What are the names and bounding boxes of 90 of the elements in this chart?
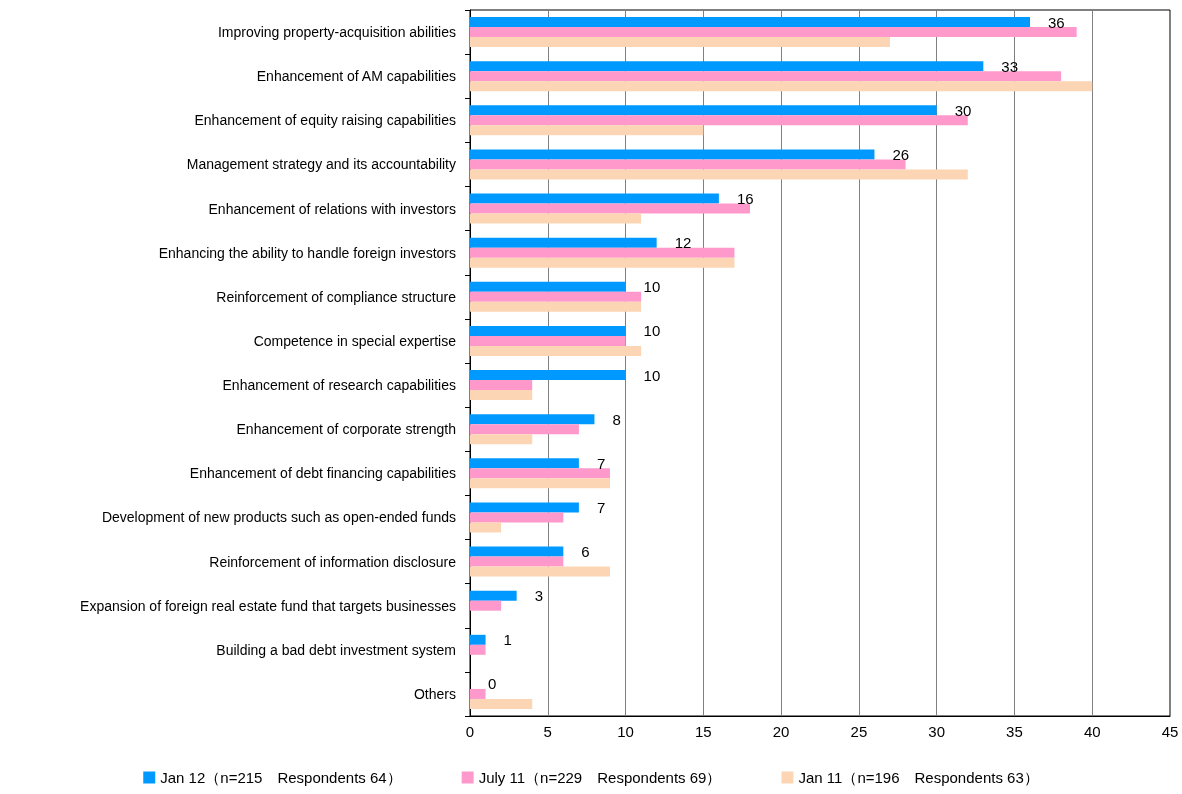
data-label: 1 [503, 631, 512, 649]
data-label: 16 [736, 190, 754, 208]
legend-label: Jan 11（n=196 Respondents 63） [798, 769, 1039, 786]
bar [470, 698, 533, 709]
x-tick-label: 30 [928, 723, 946, 740]
bar [470, 546, 564, 557]
bar [470, 335, 626, 346]
bar [470, 345, 642, 356]
bar [470, 434, 533, 445]
legend-label: July 11（n=229 Respondents 69） [478, 769, 722, 786]
bar [470, 370, 626, 381]
bar [470, 213, 642, 224]
bar [470, 556, 564, 567]
data-label: 0 [488, 675, 497, 693]
x-tick-label: 40 [1083, 723, 1101, 740]
data-label: 7 [596, 498, 606, 516]
bar [470, 600, 502, 611]
bar [470, 414, 595, 425]
y-tick-label: Enhancement of research capabilities [222, 377, 456, 394]
x-tick-label: 25 [850, 723, 868, 740]
y-tick-label: Development of new products such as open-ended funds [101, 509, 456, 526]
bar [470, 478, 610, 489]
x-tick-label: 15 [694, 723, 712, 740]
bar [470, 125, 704, 136]
bar [470, 159, 906, 170]
y-tick-label: Enhancement of debt financing capabilities [189, 465, 456, 482]
bar [470, 502, 579, 513]
x-tick-label: 0 [465, 723, 475, 740]
y-tick-label: Management strategy and its accountability [186, 156, 456, 173]
bar [470, 281, 626, 292]
y-tick-label: Others [413, 685, 456, 702]
bar [470, 149, 875, 160]
bar [470, 458, 579, 469]
y-tick-label: Enhancement of relations with investors [208, 200, 456, 217]
data-label: 3 [534, 587, 544, 605]
bar [470, 291, 642, 302]
data-label: 26 [892, 145, 910, 163]
bar [470, 380, 533, 391]
data-label: 10 [643, 278, 661, 296]
bar [470, 257, 735, 268]
data-label: 33 [1001, 57, 1019, 75]
bar [470, 237, 657, 248]
bar [470, 169, 968, 180]
bar [470, 644, 486, 655]
bar [470, 27, 1077, 38]
y-tick-label: Competence in special expertise [253, 332, 457, 349]
data-label: 10 [643, 322, 661, 340]
data-label: 30 [954, 101, 972, 119]
bar [470, 115, 968, 126]
bar [470, 247, 735, 258]
bar [470, 522, 502, 533]
y-tick-label: Building a bad debt investment system [216, 641, 456, 658]
bar [470, 325, 626, 336]
bar [470, 634, 486, 645]
x-tick-label: 35 [1006, 723, 1023, 740]
legend-label: Jan 12（n=215 Respondents 64） [160, 769, 402, 786]
x-tick-label: 20 [772, 723, 790, 740]
bar [470, 71, 1062, 82]
y-tick-label: Reinforcement of compliance structure [216, 288, 457, 305]
bar [470, 37, 890, 48]
x-tick-label: 10 [617, 723, 634, 740]
bar [470, 61, 984, 72]
y-tick-label: Enhancement of corporate strength [236, 421, 456, 438]
data-label: 12 [674, 234, 692, 252]
bar [470, 468, 610, 479]
y-tick-label: Enhancement of equity raising capabilities [194, 112, 456, 129]
data-label: 8 [612, 410, 621, 428]
bar [470, 566, 610, 577]
bar [470, 512, 564, 523]
bar [470, 301, 642, 312]
data-label: 6 [581, 543, 590, 561]
bar [470, 193, 719, 204]
bar [470, 105, 937, 116]
data-label: 36 [1048, 13, 1065, 31]
bar [470, 81, 1093, 92]
bar [470, 688, 486, 699]
x-tick-label: 45 [1161, 723, 1179, 740]
bar [470, 590, 517, 601]
y-tick-label: Improving property-acquisition abilities [217, 24, 456, 41]
bar [470, 17, 1030, 28]
y-tick-label: Enhancement of AM capabilities [256, 68, 456, 85]
y-tick-label: Enhancing the ability to handle foreign investors [158, 244, 456, 261]
y-tick-label: Reinforcement of information disclosure [209, 553, 457, 570]
data-label: 7 [596, 454, 606, 472]
data-label: 10 [643, 366, 661, 384]
bar [470, 390, 533, 401]
bar [470, 203, 750, 214]
bar [470, 424, 579, 435]
y-tick-label: Expansion of foreign real estate fund that targets businesses [80, 597, 456, 614]
x-tick-label: 5 [543, 723, 552, 740]
